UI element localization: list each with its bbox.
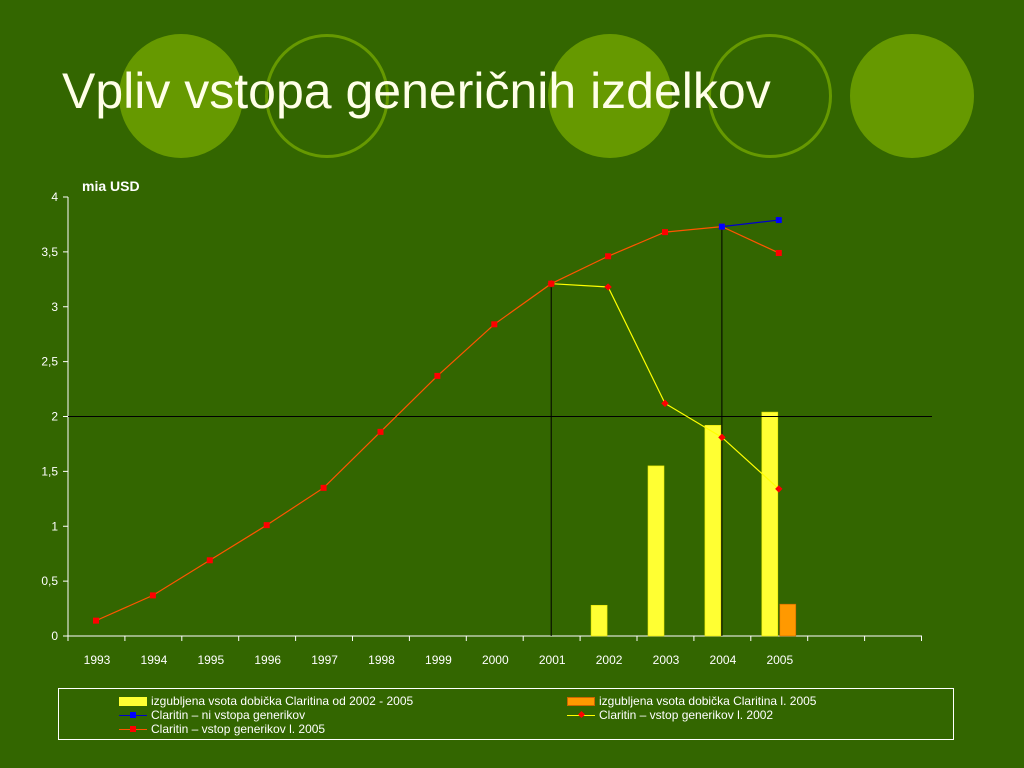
- series-marker-2-2002: [604, 283, 612, 291]
- bar-2004-lost-2002-2005: [704, 424, 722, 637]
- chart: 0 0,5 1 1,5 2 2,5 3 3,5 4 mia USD 1993 1994 1995 1996…: [41, 178, 932, 667]
- decor-circle-filled-1: [119, 34, 243, 158]
- legend-label: Claritin – vstop generikov l. 2005: [151, 722, 326, 736]
- series-marker-0-1993: [93, 617, 99, 624]
- series-line-0: [95, 226, 780, 622]
- legend-item-no-generics: Claritin – ni vstopa generikov: [119, 708, 305, 722]
- legend-swatch-yellow-line: [567, 710, 595, 720]
- legend-item-bar-2005: izgubljena vsota dobička Claritina l. 20…: [567, 694, 816, 708]
- decor-circle-ring-2: [708, 34, 832, 158]
- x-tick-label: 2003: [653, 653, 680, 667]
- y-tick-label: 4: [51, 190, 58, 204]
- legend-label: Claritin – ni vstopa generikov: [151, 708, 306, 722]
- x-tick-label: 1997: [311, 653, 338, 667]
- y-axis-label: mia USD: [82, 178, 140, 194]
- bar-2002-lost-2002-2005: [590, 604, 608, 637]
- y-tick-label: 2: [51, 410, 58, 424]
- y-tick-label: 1,5: [41, 464, 58, 478]
- legend-swatch-orange-bar: [567, 696, 595, 706]
- series-marker-1-2004: [718, 223, 725, 230]
- decor-circle-filled-3: [850, 34, 974, 158]
- legend-item-bar-2002-2005: izgubljena vsota dobička Claritina od 20…: [119, 694, 413, 708]
- series-marker-2-2004: [718, 433, 726, 442]
- chart-legend: izgubljena vsota dobička Claritina od 20…: [58, 688, 954, 740]
- series-marker-0-1995: [206, 557, 213, 564]
- series-marker-0-2002: [605, 253, 612, 260]
- y-tick-label: 1: [51, 519, 58, 533]
- bar-2005-lost-2005: [779, 603, 797, 637]
- y-tick-label: 2,5: [41, 355, 58, 369]
- x-tick-label: 2000: [482, 653, 509, 667]
- series-line-1: [721, 219, 779, 228]
- decor-circle-ring-1: [265, 34, 389, 158]
- series-marker-0-1998: [377, 428, 384, 435]
- series-marker-2-2003: [661, 399, 669, 408]
- x-tick-label: 2002: [596, 653, 623, 667]
- x-tick-label: 1996: [254, 653, 281, 667]
- x-tick-label: 1993: [84, 653, 111, 667]
- series-marker-0-1994: [149, 592, 156, 599]
- y-tick-label: 0: [51, 629, 58, 643]
- legend-swatch-blue-line: [119, 711, 147, 720]
- series-marker-0-1999: [434, 372, 441, 379]
- bar-2005-lost-2002-2005: [761, 411, 779, 637]
- y-tick-label: 3: [51, 300, 58, 314]
- slide-title: Vpliv vstopa generičnih izdelkov: [62, 63, 771, 119]
- series-marker-0-2000: [491, 321, 498, 328]
- series-marker-1-2005: [775, 217, 782, 224]
- legend-label: izgubljena vsota dobička Claritina od 20…: [151, 694, 414, 708]
- series-marker-0-1996: [263, 522, 270, 529]
- series-marker-2-2005: [775, 485, 783, 493]
- x-tick-label: 1994: [141, 653, 168, 667]
- x-tick-label: 2001: [539, 653, 566, 667]
- bar-2003-lost-2002-2005: [647, 465, 665, 637]
- x-tick-label: 2004: [710, 653, 737, 667]
- series-marker-0-2003: [662, 229, 668, 236]
- x-tick-label: 2005: [766, 653, 793, 667]
- legend-item-generics-2005: Claritin – vstop generikov l. 2005: [119, 722, 325, 736]
- decor-circle-filled-2: [548, 34, 672, 158]
- series-line-2: [551, 283, 780, 490]
- y-tick-label: 0,5: [41, 574, 58, 588]
- x-tick-label: 1998: [368, 653, 395, 667]
- legend-label: izgubljena vsota dobička Claritina l. 20…: [599, 694, 817, 708]
- legend-swatch-yellow-bar: [119, 696, 147, 706]
- series-marker-0-2005: [775, 249, 782, 256]
- series-marker-0-1997: [320, 484, 327, 491]
- x-tick-label: 1995: [197, 653, 224, 667]
- y-tick-label: 3,5: [41, 245, 58, 259]
- legend-item-generics-2002: Claritin – vstop generikov l. 2002: [567, 708, 773, 722]
- legend-swatch-orange-line: [119, 725, 147, 734]
- x-tick-label: 1999: [425, 653, 452, 667]
- series-marker-0-2001: [548, 280, 555, 287]
- legend-label: Claritin – vstop generikov l. 2002: [599, 708, 774, 722]
